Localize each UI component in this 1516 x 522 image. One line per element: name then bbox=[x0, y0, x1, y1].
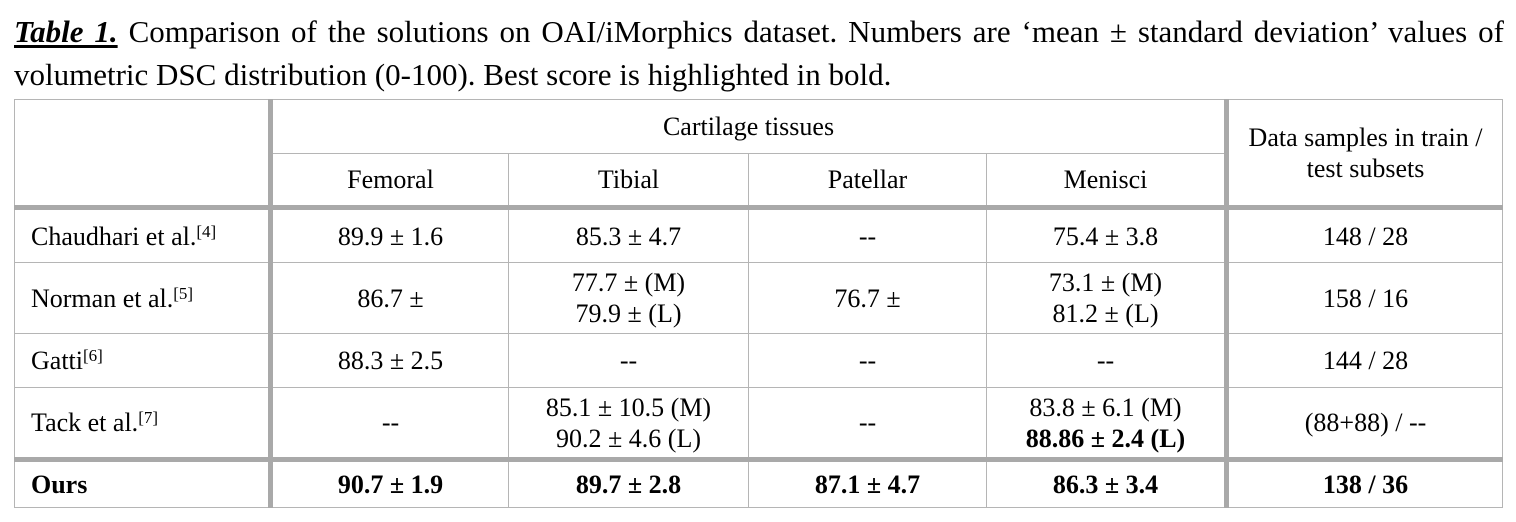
patellar-cell: -- bbox=[748, 333, 987, 388]
tibial-cell: 77.7 ± (M) 79.9 ± (L) bbox=[508, 262, 749, 334]
menisci-cell: 73.1 ± (M) 81.2 ± (L) bbox=[985, 262, 1228, 334]
results-table: Cartilage tissues Data samples in train … bbox=[14, 99, 1504, 508]
header-patellar: Patellar bbox=[748, 153, 987, 210]
table-row-norman: Norman et al.[5] 86.7 ± 77.7 ± (M) 79.9 ±… bbox=[14, 262, 1504, 334]
method-name: Norman et al. bbox=[31, 283, 174, 313]
patellar-cell: -- bbox=[748, 207, 987, 263]
patellar-cell: 87.1 ± 4.7 bbox=[748, 457, 987, 508]
menisci-cell: -- bbox=[985, 333, 1228, 388]
method-cell: Ours bbox=[14, 457, 273, 508]
table-label: Table 1. bbox=[14, 14, 118, 49]
method-cell: Norman et al.[5] bbox=[14, 262, 273, 334]
header-cartilage-tissues: Cartilage tissues bbox=[269, 99, 1228, 154]
femoral-cell: 88.3 ± 2.5 bbox=[270, 333, 509, 388]
femoral-cell: 86.7 ± bbox=[270, 262, 509, 334]
reference-marker: [5] bbox=[173, 283, 194, 303]
table-caption: Table 1. Comparison of the solutions on … bbox=[14, 10, 1504, 96]
method-name: Gatti bbox=[31, 346, 83, 375]
patellar-cell: -- bbox=[748, 387, 987, 460]
reference-marker: [6] bbox=[83, 346, 103, 365]
tibial-medial-value: 85.1 ± 10.5 (M) bbox=[545, 392, 712, 422]
menisci-lateral-best-value: 88.86 ± 2.4 (L) bbox=[1025, 423, 1186, 453]
reference-marker: [4] bbox=[196, 221, 217, 241]
samples-cell: 138 / 36 bbox=[1224, 457, 1504, 508]
header-tibial: Tibial bbox=[508, 153, 749, 210]
method-cell: Chaudhari et al.[4] bbox=[14, 207, 273, 263]
femoral-cell: 89.9 ± 1.6 bbox=[270, 207, 509, 263]
samples-cell: 144 / 28 bbox=[1224, 333, 1504, 388]
caption-text: Comparison of the solutions on OAI/iMorp… bbox=[14, 14, 1504, 92]
header-menisci: Menisci bbox=[985, 153, 1228, 210]
menisci-lateral-value: 81.2 ± (L) bbox=[1052, 299, 1159, 328]
header-row-1: Cartilage tissues Data samples in train … bbox=[14, 99, 1504, 210]
method-cell: Gatti[6] bbox=[14, 333, 273, 388]
method-name: Chaudhari et al. bbox=[31, 221, 197, 251]
method-name: Ours bbox=[31, 470, 88, 499]
table-row-gatti: Gatti[6] 88.3 ± 2.5 -- -- -- 144 / 28 bbox=[14, 333, 1504, 388]
tibial-cell: 85.3 ± 4.7 bbox=[508, 207, 749, 263]
samples-cell: 148 / 28 bbox=[1224, 207, 1504, 263]
header-femoral: Femoral bbox=[270, 153, 509, 210]
menisci-medial-value: 73.1 ± (M) bbox=[1048, 268, 1163, 297]
patellar-cell: 76.7 ± bbox=[748, 262, 987, 334]
femoral-cell: -- bbox=[270, 387, 509, 460]
reference-marker: [7] bbox=[138, 408, 159, 427]
tibial-lateral-value: 79.9 ± (L) bbox=[575, 299, 682, 328]
menisci-cell: 75.4 ± 3.8 bbox=[985, 207, 1228, 263]
tibial-medial-value: 77.7 ± (M) bbox=[571, 268, 686, 297]
table-row-tack: Tack et al.[7] -- 85.1 ± 10.5 (M) 90.2 ± … bbox=[14, 387, 1504, 460]
samples-cell: (88+88) / -- bbox=[1224, 387, 1504, 460]
tibial-cell: -- bbox=[508, 333, 749, 388]
header-data-samples: Data samples in train / test subsets bbox=[1224, 99, 1504, 210]
table-row-chaudhari: Chaudhari et al.[4] 89.9 ± 1.6 85.3 ± 4.… bbox=[14, 207, 1504, 263]
femoral-cell: 90.7 ± 1.9 bbox=[270, 457, 509, 508]
header-row-2: Femoral Tibial Patellar Menisci bbox=[15, 153, 1503, 210]
header-corner-cell bbox=[14, 99, 273, 210]
tibial-cell: 85.1 ± 10.5 (M) 90.2 ± 4.6 (L) bbox=[508, 387, 749, 460]
menisci-medial-value: 83.8 ± 6.1 (M) bbox=[1029, 392, 1182, 422]
tibial-cell: 89.7 ± 2.8 bbox=[508, 457, 749, 508]
samples-cell: 158 / 16 bbox=[1224, 262, 1504, 334]
method-name: Tack et al. bbox=[31, 408, 139, 437]
menisci-cell: 83.8 ± 6.1 (M) 88.86 ± 2.4 (L) bbox=[985, 387, 1228, 460]
menisci-cell: 86.3 ± 3.4 bbox=[985, 457, 1228, 508]
table-row-ours: Ours 90.7 ± 1.9 89.7 ± 2.8 87.1 ± 4.7 86… bbox=[14, 457, 1504, 508]
method-cell: Tack et al.[7] bbox=[14, 387, 273, 460]
tibial-lateral-value: 90.2 ± 4.6 (L) bbox=[556, 423, 701, 453]
